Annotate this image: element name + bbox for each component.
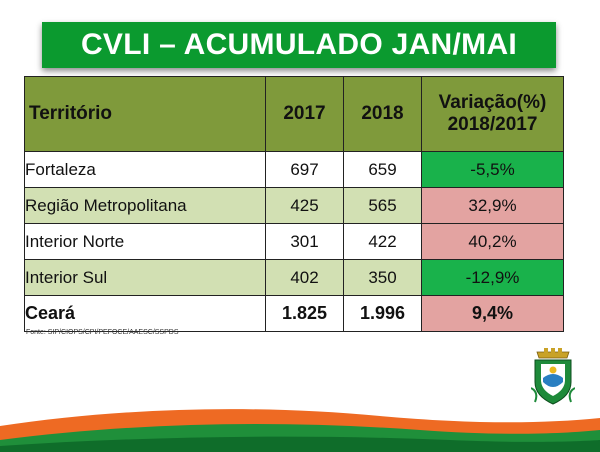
table-row: Região Metropolitana 425 565 32,9%: [24, 187, 564, 224]
header-variacao: Variação(%) 2018/2017: [421, 76, 564, 152]
page-title: CVLI – ACUMULADO JAN/MAI: [80, 28, 518, 61]
cell-2018: 565: [343, 187, 422, 224]
table-row: Interior Sul 402 350 -12,9%: [24, 259, 564, 296]
footer-waves-decoration: [0, 409, 600, 452]
cell-variacao: 32,9%: [421, 187, 564, 224]
header-territorio: Território: [24, 76, 266, 152]
cvli-table: Território 2017 2018 Variação(%) 2018/20…: [24, 76, 564, 332]
cell-territorio: Região Metropolitana: [24, 187, 266, 224]
cell-2018: 422: [343, 223, 422, 260]
cell-variacao: -5,5%: [421, 151, 564, 188]
cell-variacao: -12,9%: [421, 259, 564, 296]
table-total-row: Ceará 1.825 1.996 9,4%: [24, 295, 564, 332]
cell-2017: 301: [265, 223, 344, 260]
table-header-row: Território 2017 2018 Variação(%) 2018/20…: [24, 76, 564, 152]
cell-variacao: 40,2%: [421, 223, 564, 260]
cell-territorio: Interior Sul: [24, 259, 266, 296]
cell-total-2018: 1.996: [343, 295, 422, 332]
table-row: Fortaleza 697 659 -5,5%: [24, 151, 564, 188]
table-row: Interior Norte 301 422 40,2%: [24, 223, 564, 260]
cell-total-2017: 1.825: [265, 295, 344, 332]
header-2018: 2018: [343, 76, 422, 152]
cell-total-territorio: Ceará: [24, 295, 266, 332]
cell-2018: 659: [343, 151, 422, 188]
header-variacao-period: 2018/2017: [447, 114, 538, 135]
source-footnote: Fonte: SIP/CIOPS/CPI/PEFOCE/AAESC/SSPDS: [26, 329, 179, 336]
cell-2017: 425: [265, 187, 344, 224]
cell-territorio: Interior Norte: [24, 223, 266, 260]
cell-2017: 402: [265, 259, 344, 296]
ceara-coat-of-arms-icon: [531, 348, 575, 405]
header-2017: 2017: [265, 76, 344, 152]
title-banner: CVLI – ACUMULADO JAN/MAI: [42, 22, 556, 68]
cell-total-variacao: 9,4%: [421, 295, 564, 332]
cell-2018: 350: [343, 259, 422, 296]
cell-territorio: Fortaleza: [24, 151, 266, 188]
header-variacao-label: Variação(%): [438, 92, 547, 113]
cell-2017: 697: [265, 151, 344, 188]
